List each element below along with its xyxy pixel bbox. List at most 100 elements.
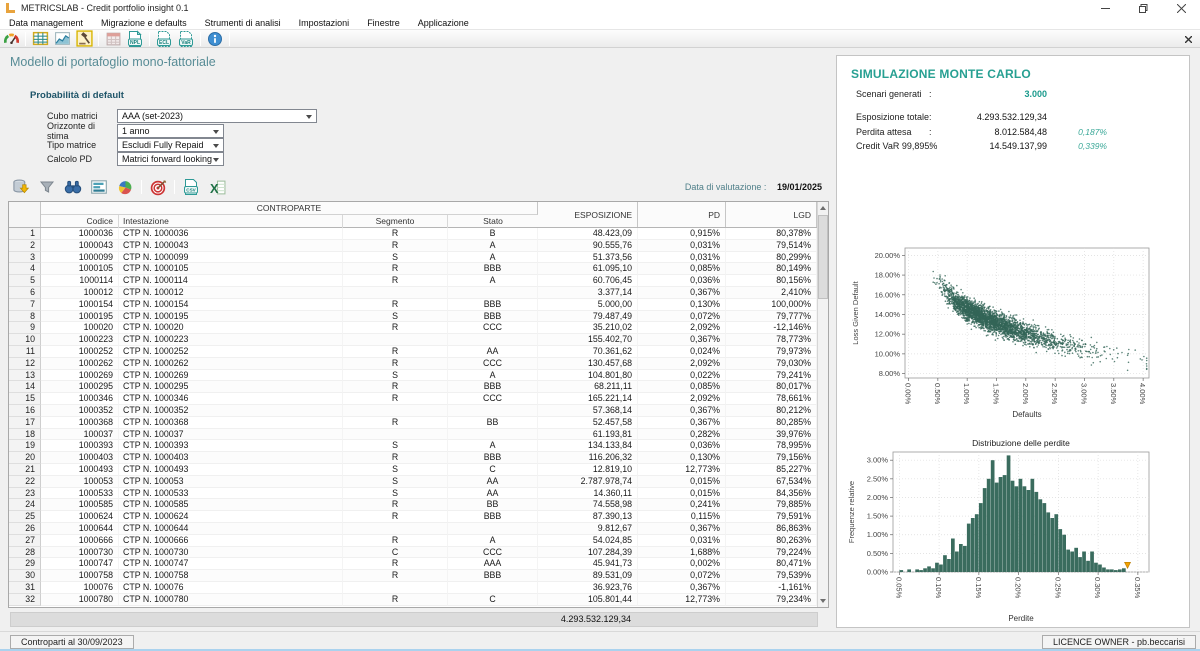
menu-data-management[interactable]: Data management xyxy=(0,18,92,28)
table-row[interactable]: 31000099CTP N. 1000099SA51.373,560,031%8… xyxy=(9,252,828,264)
table-row[interactable]: 141000295CTP N. 1000295RBBB68.211,110,08… xyxy=(9,381,828,393)
table-cell: CTP N. 1000368 xyxy=(119,417,343,429)
svg-text:0.00%: 0.00% xyxy=(867,568,889,577)
scroll-up-icon[interactable] xyxy=(818,202,828,214)
table-row[interactable]: 41000105CTP N. 1000105RBBB61.095,100,085… xyxy=(9,263,828,275)
table-cell: CTP N. 1000295 xyxy=(119,381,343,393)
table-row[interactable]: 111000252CTP N. 1000252RAA70.361,620,024… xyxy=(9,346,828,358)
filter-icon[interactable] xyxy=(34,177,60,197)
close-button[interactable] xyxy=(1162,0,1200,16)
gavel-icon[interactable] xyxy=(73,30,95,48)
menu-finestre[interactable]: Finestre xyxy=(358,18,409,28)
table-row[interactable]: 161000352CTP N. 100035257.368,140,367%80… xyxy=(9,405,828,417)
table-row[interactable]: 241000585CTP N. 1000585RBB74.558,980,241… xyxy=(9,499,828,511)
table-row[interactable]: 201000403CTP N. 1000403RBBB116.206,320,1… xyxy=(9,452,828,464)
table-row[interactable]: 301000758CTP N. 1000758RBBB89.531,090,07… xyxy=(9,570,828,582)
table-row[interactable]: 9100020CTP N. 100020RCCC35.210,022,092%-… xyxy=(9,322,828,334)
scroll-down-icon[interactable] xyxy=(818,595,828,607)
pd-calc-value: Matrici forward looking xyxy=(122,154,212,164)
table-row[interactable]: 131000269CTP N. 1000269SA104.801,800,022… xyxy=(9,370,828,382)
table-row[interactable]: 151000346CTP N. 1000346RCCC165.221,142,0… xyxy=(9,393,828,405)
header-pd[interactable]: PD xyxy=(638,202,726,227)
table-row[interactable]: 101000223CTP N. 1000223155.402,700,367%7… xyxy=(9,334,828,346)
menu-strumenti-analisi[interactable]: Strumenti di analisi xyxy=(196,18,290,28)
menu-migrazione-defaults[interactable]: Migrazione e defaults xyxy=(92,18,196,28)
header-stato[interactable]: Stato xyxy=(448,215,538,228)
hbar-chart-icon[interactable] xyxy=(86,177,112,197)
scroll-thumb[interactable] xyxy=(818,215,828,299)
table-cell: 1000403 xyxy=(41,452,119,464)
table-row[interactable]: 6100012CTP N. 1000123.377,140,367%2,410% xyxy=(9,287,828,299)
table-cell: CTP N. 1000403 xyxy=(119,452,343,464)
npl-label: NPL xyxy=(130,40,140,46)
row-number: 28 xyxy=(9,547,41,559)
header-esposizione[interactable]: ESPOSIZIONE xyxy=(538,202,638,227)
table-cell: 54.024,85 xyxy=(538,535,638,547)
table-row[interactable]: 291000747CTP N. 1000747RAAA45.941,730,00… xyxy=(9,558,828,570)
table-cell: R xyxy=(343,535,448,547)
table-row[interactable]: 171000368CTP N. 1000368RBB52.457,580,367… xyxy=(9,417,828,429)
pd-calc-select[interactable]: Matrici forward looking xyxy=(117,152,224,166)
npl-doc-icon[interactable]: NPL xyxy=(124,30,146,48)
table-row[interactable]: 18100037CTP N. 10003761.193,810,282%39,9… xyxy=(9,429,828,441)
table-row[interactable]: 81000195CTP N. 1000195SBBB79.487,490,072… xyxy=(9,311,828,323)
matrix-type-select[interactable]: Escludi Fully Repaid xyxy=(117,138,224,152)
matrix-table-icon[interactable] xyxy=(29,30,51,48)
var-doc-icon[interactable]: VaR xyxy=(175,30,197,48)
gauge-icon[interactable] xyxy=(0,30,22,48)
table-row[interactable]: 231000533CTP N. 1000533SAA14.360,110,015… xyxy=(9,488,828,500)
table-cell: 1000262 xyxy=(41,358,119,370)
credit-var-pct: 0,339% xyxy=(1053,141,1107,151)
toolbar-close-icon[interactable] xyxy=(1182,33,1194,45)
table-row[interactable]: 71000154CTP N. 1000154RBBB5.000,000,130%… xyxy=(9,299,828,311)
header-codice[interactable]: Codice xyxy=(41,215,119,228)
minimize-button[interactable] xyxy=(1086,0,1124,16)
table-cell: CTP N. 1000780 xyxy=(119,594,343,606)
table-row[interactable]: 31100076CTP N. 10007636.923,760,367%-1,1… xyxy=(9,582,828,594)
table-row[interactable]: 21000043CTP N. 1000043RA90.555,760,031%7… xyxy=(9,240,828,252)
info-icon[interactable] xyxy=(204,30,226,48)
table-cell: 1000352 xyxy=(41,405,119,417)
target-icon[interactable] xyxy=(145,177,171,197)
table-row[interactable]: 22100053CTP N. 100053SAA2.787.978,740,01… xyxy=(9,476,828,488)
table-cell: CTP N. 1000105 xyxy=(119,263,343,275)
table-row[interactable]: 251000624CTP N. 1000624RBBB87.390,130,11… xyxy=(9,511,828,523)
table-row[interactable]: 271000666CTP N. 1000666RA54.024,850,031%… xyxy=(9,535,828,547)
chart-icon[interactable] xyxy=(51,30,73,48)
header-group-controparte[interactable]: CONTROPARTE xyxy=(41,202,538,215)
table-cell: 1000393 xyxy=(41,440,119,452)
table-cell: R xyxy=(343,263,448,275)
csv-icon[interactable]: CSV xyxy=(178,177,204,197)
table-row[interactable]: 281000730CTP N. 1000730CCCC107.284,391,6… xyxy=(9,547,828,559)
table-row[interactable]: 261000644CTP N. 10006449.812,670,367%86,… xyxy=(9,523,828,535)
vertical-scrollbar[interactable] xyxy=(817,202,828,607)
maximize-button[interactable] xyxy=(1124,0,1162,16)
table-cell: CTP N. 1000666 xyxy=(119,535,343,547)
table-row[interactable]: 191000393CTP N. 1000393SA134.133,840,036… xyxy=(9,440,828,452)
table-row[interactable]: 51000114CTP N. 1000114RA60.706,450,036%8… xyxy=(9,275,828,287)
horizon-select[interactable]: 1 anno xyxy=(117,124,224,138)
matrix-cube-select[interactable]: AAA (set-2023) xyxy=(117,109,317,123)
header-segmento[interactable]: Segmento xyxy=(343,215,448,228)
menu-applicazione[interactable]: Applicazione xyxy=(409,18,478,28)
menu-impostazioni[interactable]: Impostazioni xyxy=(290,18,359,28)
table-row[interactable]: 211000493CTP N. 1000493SC12.819,1012,773… xyxy=(9,464,828,476)
table-row[interactable]: 11000036CTP N. 1000036RB48.423,090,915%8… xyxy=(9,228,828,240)
excel-icon[interactable]: X xyxy=(204,177,230,197)
table-cell: R xyxy=(343,417,448,429)
table-row[interactable]: 321000780CTP N. 1000780RC105.801,4412,77… xyxy=(9,594,828,606)
window-title: METRICSLAB - Credit portfolio insight 0.… xyxy=(21,3,189,13)
db-export-icon[interactable] xyxy=(8,177,34,197)
binoculars-icon[interactable] xyxy=(60,177,86,197)
header-intestazione[interactable]: Intestazione xyxy=(119,215,343,228)
table-cell: B xyxy=(448,228,538,240)
table-row[interactable]: 121000262CTP N. 1000262RCCC130.457,682,0… xyxy=(9,358,828,370)
calendar-icon[interactable] xyxy=(102,30,124,48)
pie-chart-icon[interactable] xyxy=(112,177,138,197)
svg-text:14.00%: 14.00% xyxy=(875,310,901,319)
svg-text:0.05%: 0.05% xyxy=(894,577,903,599)
table-cell: 1000644 xyxy=(41,523,119,535)
table-cell: 1000252 xyxy=(41,346,119,358)
ecl-doc-icon[interactable]: ECL xyxy=(153,30,175,48)
header-lgd[interactable]: LGD xyxy=(726,202,817,227)
